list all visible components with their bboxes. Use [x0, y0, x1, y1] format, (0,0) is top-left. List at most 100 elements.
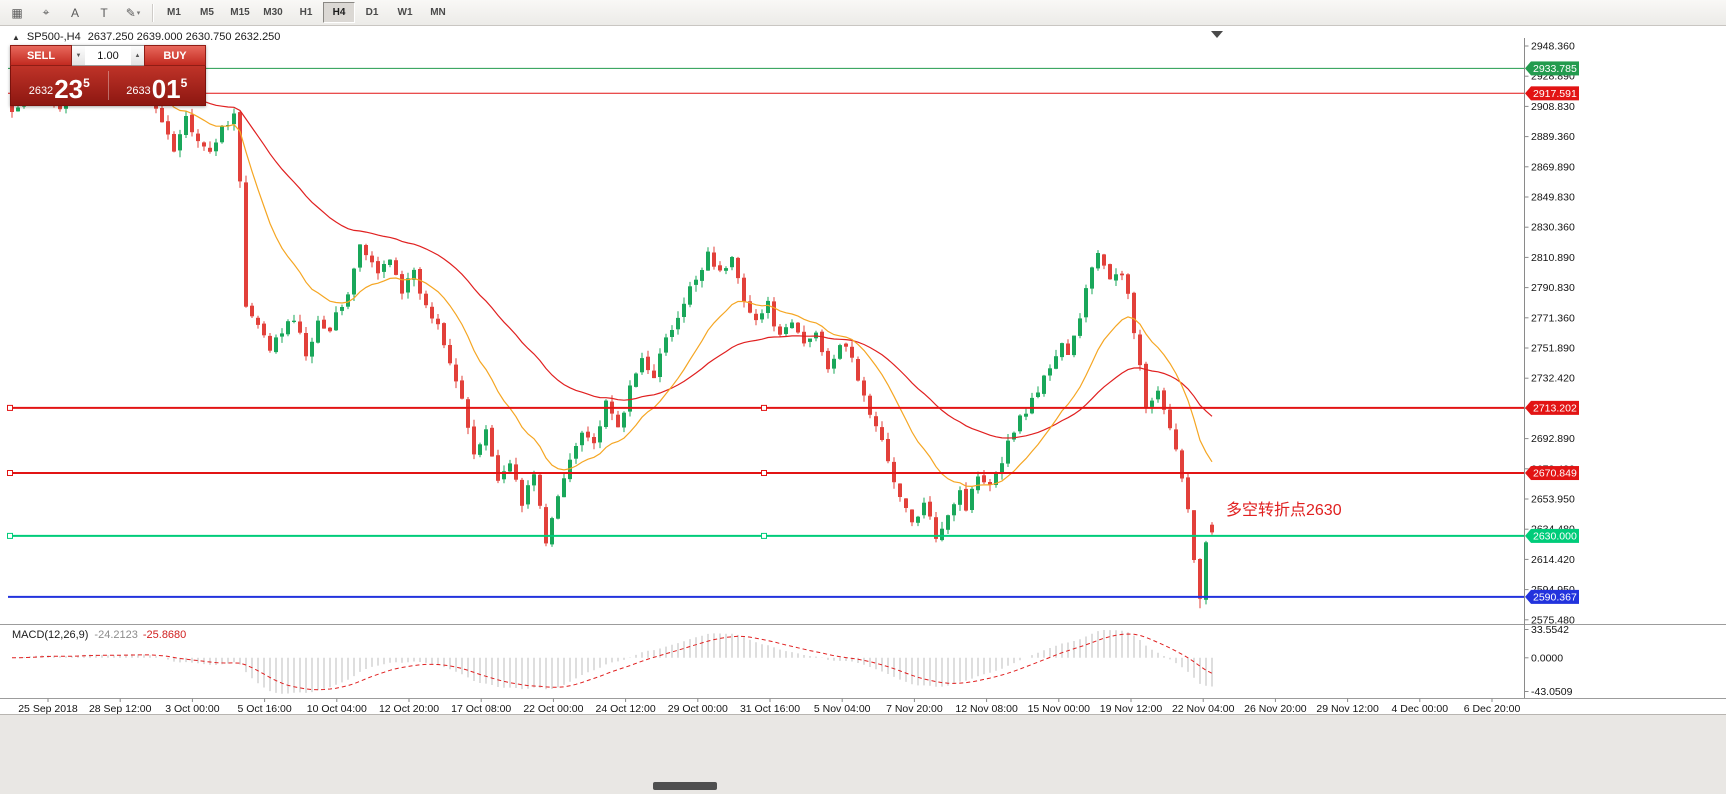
line-studies-toolbar: ▦ ⌖ A T ✎ ▾: [3, 2, 147, 24]
chart-annotation: 多空转折点2630: [1226, 502, 1342, 519]
macd-axis: 33.5542 0.0000 -43.0509: [1524, 624, 1573, 698]
symbol-period-label: SP500-,H4: [26, 31, 81, 43]
price-tick: 2810.890: [1531, 252, 1575, 264]
time-tick: 28 Sep 12:00: [89, 703, 152, 714]
timeframe-button-h1[interactable]: H1: [299, 7, 313, 18]
time-tick: 22 Nov 04:00: [1172, 703, 1235, 714]
time-tick: 24 Oct 12:00: [596, 703, 656, 714]
timeframes-toolbar: M1 M5 M15 M30 H1 H4 D1 W1 MN: [158, 2, 454, 23]
time-tick: 19 Nov 12:00: [1100, 703, 1163, 714]
macd-signal-value: -25.8680: [142, 629, 187, 641]
timeframe-button-m1[interactable]: M1: [167, 7, 181, 18]
hline-handle[interactable]: [761, 404, 767, 411]
time-tick: 31 Oct 16:00: [740, 703, 800, 714]
time-tick: 12 Nov 08:00: [955, 703, 1018, 714]
sell-price-prefix: 2632: [28, 85, 54, 97]
hline-handle[interactable]: [761, 532, 767, 539]
time-tick: 22 Oct 00:00: [523, 703, 583, 714]
bottom-strip: [0, 714, 1726, 794]
ma-slow-line: [11, 73, 1213, 439]
draw-tools-icon[interactable]: ✎ ▾: [125, 5, 141, 20]
macd-scale-tick: 0.0000: [1531, 652, 1563, 664]
toolbar: ▦ ⌖ A T ✎ ▾ M1 M5 M15 M30 H1 H4 D1 W1 MN: [0, 0, 1726, 26]
price-tick: 2889.360: [1531, 131, 1575, 143]
volume-control: ▼ ▲: [72, 45, 144, 66]
ma-fast-line: [11, 89, 1213, 488]
svg-text:2917.591: 2917.591: [1533, 88, 1577, 100]
timeframe-button-h4[interactable]: H4: [323, 2, 355, 23]
price-chart: 2948.3602928.8902908.8302889.3602869.890…: [0, 31, 1726, 714]
chart-shift-marker[interactable]: [1211, 31, 1223, 38]
price-tick: 2692.890: [1531, 433, 1575, 445]
time-tick: 6 Dec 20:00: [1464, 703, 1521, 714]
volume-input[interactable]: [85, 46, 131, 65]
timeframe-button-m5[interactable]: M5: [200, 7, 214, 18]
price-tick: 2790.830: [1531, 282, 1575, 294]
timeframe-button-d1[interactable]: D1: [365, 7, 379, 18]
price-tick: 2732.420: [1531, 373, 1575, 385]
buy-price[interactable]: 2633 01 5: [109, 66, 206, 105]
timeframe-button-w1[interactable]: W1: [397, 7, 413, 18]
macd-main-value: -24.2123: [94, 629, 138, 641]
sell-button[interactable]: SELL: [10, 45, 72, 66]
price-label-2713.202: 2713.202: [1525, 400, 1579, 415]
price-tick: 2751.890: [1531, 343, 1575, 355]
time-tick: 29 Nov 12:00: [1316, 703, 1379, 714]
price-tick: 2869.890: [1531, 161, 1575, 173]
trendline-icon[interactable]: T: [100, 5, 108, 20]
time-tick: 29 Oct 00:00: [668, 703, 728, 714]
buy-price-big: 01: [151, 74, 181, 104]
crosshair-icon[interactable]: ⌖: [42, 5, 50, 19]
price-tick: 2849.830: [1531, 192, 1575, 204]
time-tick: 10 Oct 04:00: [307, 703, 367, 714]
macd-indicator-label: MACD(12,26,9) -24.2123 -25.8680: [12, 629, 186, 641]
oct-controls-row: SELL ▼ ▲ BUY: [10, 45, 206, 66]
sell-price-big: 23: [54, 74, 84, 104]
toolbar-separator: [152, 3, 153, 22]
macd-histogram: [17, 630, 1213, 694]
svg-text:2670.849: 2670.849: [1533, 468, 1577, 480]
price-tick: 2830.360: [1531, 222, 1575, 234]
hline-handle[interactable]: [7, 470, 13, 476]
chart-window: 2948.360 2928.890 2908.830 2889.360 2869.890…: [0, 26, 1726, 714]
svg-text:2590.367: 2590.367: [1533, 591, 1577, 603]
buy-price-sup: 5: [180, 76, 188, 90]
candlestick-series: [10, 74, 1214, 609]
volume-down-button[interactable]: ▼: [72, 46, 85, 65]
price-label-2670.849: 2670.849: [1525, 466, 1579, 481]
price-label-2917.591: 2917.591: [1525, 86, 1579, 101]
hline-handle[interactable]: [7, 404, 13, 411]
time-tick: 12 Oct 20:00: [379, 703, 439, 714]
timeframe-button-mn[interactable]: MN: [430, 7, 446, 18]
timeframe-button-m30[interactable]: M30: [263, 7, 283, 18]
hline-handle[interactable]: [761, 470, 767, 476]
time-tick: 3 Oct 00:00: [165, 703, 219, 714]
price-label-2630.000: 2630.000: [1525, 528, 1579, 543]
sell-price[interactable]: 2632 23 5: [11, 66, 108, 105]
buy-button[interactable]: BUY: [144, 45, 206, 66]
volume-up-button[interactable]: ▲: [131, 46, 144, 65]
macd-name: MACD(12,26,9): [12, 629, 89, 641]
macd-scale-tick: -43.0509: [1531, 686, 1573, 698]
time-tick: 17 Oct 08:00: [451, 703, 511, 714]
oct-collapse-icon[interactable]: ▲: [12, 32, 20, 42]
svg-text:2630.000: 2630.000: [1533, 530, 1577, 542]
price-tick: 2771.360: [1531, 312, 1575, 324]
text-tool-icon[interactable]: A: [70, 5, 79, 20]
time-tick: 26 Nov 20:00: [1244, 703, 1307, 714]
chart-profile-icon[interactable]: ▦: [11, 5, 23, 20]
timeframe-button-m15[interactable]: M15: [230, 7, 250, 18]
horizontal-levels: [7, 67, 1524, 598]
time-tick: 4 Dec 00:00: [1391, 703, 1448, 714]
price-tick: 2653.950: [1531, 494, 1575, 506]
hline-handle[interactable]: [7, 532, 13, 539]
chart-ohlc-header: ▲ SP500-,H4 2637.250 2639.000 2630.750 2…: [12, 31, 280, 43]
time-tick: 25 Sep 2018: [18, 703, 78, 714]
price-tick: 2575.480: [1531, 614, 1575, 626]
taskbar-item[interactable]: [653, 782, 717, 790]
buy-price-prefix: 2633: [126, 85, 151, 97]
time-tick: 5 Nov 04:00: [814, 703, 871, 714]
one-click-trading-widget: SELL ▼ ▲ BUY 2632 23 5 2633 01 5: [10, 45, 206, 106]
price-tick: 2948.360: [1531, 41, 1575, 53]
time-tick: 5 Oct 16:00: [237, 703, 291, 714]
